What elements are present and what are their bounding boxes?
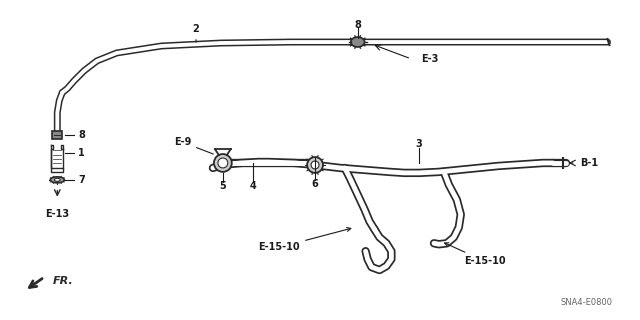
Text: 4: 4 bbox=[249, 181, 256, 191]
Text: 7: 7 bbox=[78, 175, 85, 185]
Bar bbox=[52, 131, 62, 139]
Text: E-9: E-9 bbox=[173, 137, 213, 154]
Text: 8: 8 bbox=[78, 130, 85, 140]
Text: 1: 1 bbox=[78, 148, 85, 158]
Text: FR.: FR. bbox=[52, 276, 73, 286]
Text: E-15-10: E-15-10 bbox=[445, 243, 506, 266]
Ellipse shape bbox=[51, 177, 64, 183]
Circle shape bbox=[218, 158, 228, 168]
Text: E-13: E-13 bbox=[45, 209, 69, 219]
Text: E-3: E-3 bbox=[421, 54, 438, 64]
Text: SNA4-E0800: SNA4-E0800 bbox=[561, 298, 612, 307]
Circle shape bbox=[307, 157, 323, 173]
Text: 8: 8 bbox=[354, 20, 361, 30]
Ellipse shape bbox=[351, 37, 365, 47]
Circle shape bbox=[311, 161, 319, 169]
Text: 3: 3 bbox=[416, 139, 422, 149]
Text: B-1: B-1 bbox=[580, 158, 598, 168]
Text: 5: 5 bbox=[220, 181, 226, 191]
Text: 6: 6 bbox=[312, 179, 319, 189]
Ellipse shape bbox=[54, 178, 60, 181]
Circle shape bbox=[214, 154, 232, 172]
Text: E-15-10: E-15-10 bbox=[259, 228, 351, 252]
Text: 2: 2 bbox=[193, 24, 200, 42]
